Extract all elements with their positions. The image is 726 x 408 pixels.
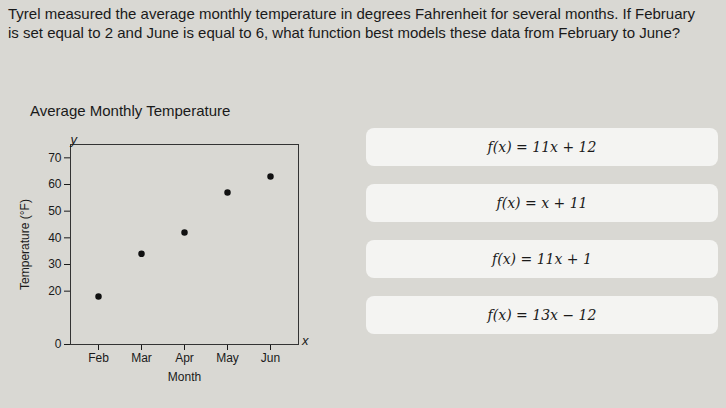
svg-text:May: May bbox=[216, 351, 239, 365]
svg-text:Feb: Feb bbox=[88, 351, 109, 365]
svg-text:40: 40 bbox=[48, 231, 62, 245]
svg-text:20: 20 bbox=[48, 284, 62, 298]
svg-text:50: 50 bbox=[48, 204, 62, 218]
html-text:f(x) = x + 11: f(x) = x + 11 bbox=[496, 195, 588, 211]
svg-text:60: 60 bbox=[48, 177, 62, 191]
svg-text:30: 30 bbox=[48, 257, 62, 271]
html-text:f(x) = 11x + 12: f(x) = 11x + 12 bbox=[487, 139, 597, 155]
html-text:f(x) = 11x + 1: f(x) = 11x + 1 bbox=[492, 251, 592, 267]
html-text:Tyrel measured the average mon: Tyrel measured the average monthly tempe… bbox=[8, 5, 695, 41]
svg-text:70: 70 bbox=[48, 151, 62, 165]
svg-text:Jun: Jun bbox=[261, 351, 280, 365]
svg-text:Apr: Apr bbox=[175, 351, 194, 365]
html-text:f(x) = 13x − 12: f(x) = 13x − 12 bbox=[487, 307, 597, 323]
svg-text:x: x bbox=[301, 333, 309, 348]
svg-text:0: 0 bbox=[55, 337, 62, 351]
svg-text:Month: Month bbox=[168, 370, 201, 384]
svg-text:y: y bbox=[70, 132, 79, 147]
svg-text:Mar: Mar bbox=[131, 351, 152, 365]
svg-text:Temperature (°F): Temperature (°F) bbox=[18, 199, 32, 290]
html-text:Average Monthly Temperature: Average Monthly Temperature bbox=[30, 102, 231, 119]
